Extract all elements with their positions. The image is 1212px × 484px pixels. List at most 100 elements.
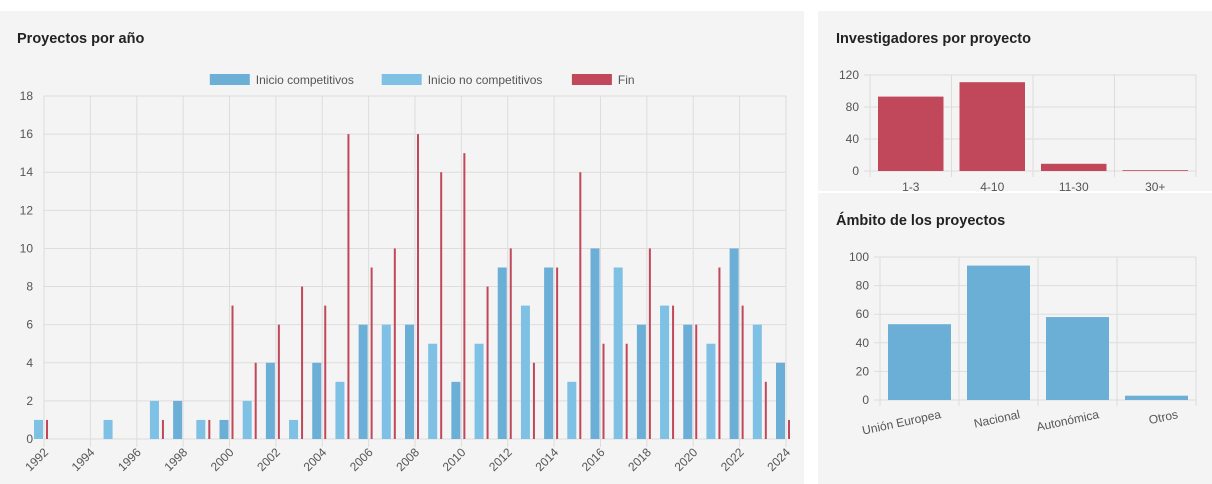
y-tick-label: 20 [856,364,870,378]
bar-inicio-no-competitivos-2019 [660,305,670,439]
bar-inicio-no-competitivos-2009 [428,343,438,439]
x-tick-label: 1998 [161,445,190,474]
x-tick-label: 2002 [254,445,283,474]
bar-inicio-competitivos-2012 [497,267,507,439]
bar-fin-2001 [254,362,257,439]
y-tick-label: 0 [862,393,869,407]
bar-nacional [967,265,1030,400]
bar-inicio-no-competitivos-2007 [381,324,391,439]
bar-fin-2011 [486,286,489,439]
bar-fin-2024 [788,419,790,439]
legend-swatch-fin [571,74,612,85]
bar-fin-2022 [741,305,744,439]
bar-fin-2018 [648,248,651,439]
legend-label-inicio-competitivos: Inicio competitivos [256,73,354,87]
y-tick-label: 10 [20,241,34,255]
x-tick-label: Autonómica [1035,407,1100,434]
bar-inicio-no-competitivos-2003 [289,419,299,439]
bar-inicio-competitivos-1998 [173,400,183,439]
x-tick-label: 1996 [115,445,144,474]
x-tick-label: 2024 [764,445,793,474]
bar-inicio-competitivos-2004 [312,362,322,439]
bar-inicio-no-competitivos-2015 [567,381,577,439]
bar-autonomica [1046,317,1109,400]
x-tick-label: 1-3 [902,180,920,191]
bar-inicio-competitivos-2018 [636,324,646,439]
y-tick-label: 0 [852,164,859,178]
x-tick-label: Nacional [973,407,1022,430]
bar-inicio-no-competitivos-1992 [34,419,43,439]
x-tick-label: 2016 [579,445,608,474]
bar-inicio-competitivos-2006 [358,324,368,439]
bar-otros [1125,395,1188,400]
bar-fin-1992 [46,419,48,439]
x-tick-label: 2004 [301,445,330,474]
bar-11-30 [1041,163,1107,171]
bar-fin-2003 [301,286,304,439]
project-scope-title: Ámbito de los proyectos [836,213,1006,229]
legend-label-inicio-no-competitivos: Inicio no competitivos [428,73,543,87]
bar-inicio-competitivos-2024 [776,362,785,439]
bar-fin-2000 [231,305,234,439]
x-tick-label: 2006 [347,445,376,474]
y-tick-label: 80 [846,100,860,114]
bar-fin-2023 [764,381,767,439]
bar-inicio-no-competitivos-1999 [196,419,206,439]
bar-inicio-no-competitivos-2001 [242,400,252,439]
investigators-per-project-title: Investigadores por proyecto [836,31,1031,47]
bar-fin-2007 [393,248,396,439]
x-tick-label: Unión Europea [861,407,943,437]
projects-per-year-title: Proyectos por año [17,31,145,47]
x-tick-label: 30+ [1145,180,1165,191]
y-tick-label: 14 [20,165,34,179]
y-tick-label: 18 [20,89,34,103]
bar-fin-2005 [347,134,350,439]
y-tick-label: 80 [856,279,870,293]
bar-inicio-competitivos-2022 [729,248,739,439]
project-scope-chart: 0 20 40 60 80 100 Unión Europea Nacional Autonóm… [849,250,1197,438]
bar-inicio-competitivos-2020 [683,324,693,439]
y-tick-label: 40 [856,336,870,350]
bar-fin-2012 [509,248,512,439]
legend-label-fin: Fin [618,73,635,87]
bar-1-3 [878,96,944,171]
y-tick-label: 6 [26,318,33,332]
x-tick-label: 1994 [69,445,98,474]
bar-inicio-no-competitivos-2021 [706,343,716,439]
bar-inicio-no-competitivos-1997 [149,400,159,439]
bar-inicio-competitivos-2008 [405,324,414,439]
bar-fin-2015 [579,172,582,439]
bar-fin-2010 [463,153,466,439]
y-tick-label: 120 [839,68,859,82]
x-tick-label: 2000 [208,445,237,474]
x-tick-label: 2014 [532,445,561,474]
bar-fin-2008 [417,134,419,439]
x-tick-label: 1992 [22,445,51,474]
bar-fin-2009 [440,172,443,439]
bar-inicio-no-competitivos-2011 [474,343,484,439]
bar-30 [1122,170,1188,171]
y-tick-label: 40 [846,132,860,146]
investigators-per-project-panel: Investigadores por proyecto 0 40 80 120 1-3 4… [818,11,1212,191]
bar-fin-2020 [695,324,698,439]
bar-inicio-competitivos-2002 [265,362,275,439]
y-tick-label: 2 [26,394,33,408]
bar-union-europea [888,324,951,400]
y-tick-label: 4 [26,356,33,370]
y-tick-label: 100 [849,250,869,264]
bar-inicio-competitivos-2016 [590,248,600,439]
x-tick-label: 4-10 [980,180,1004,191]
y-tick-label: 60 [856,307,870,321]
bar-fin-2004 [324,305,327,439]
bar-fin-2019 [672,305,675,439]
bar-inicio-competitivos-2000 [219,419,229,439]
legend-swatch-inicio-no-competitivos [381,74,422,85]
bar-fin-2017 [625,343,628,439]
project-scope-panel: Ámbito de los proyectos 0 20 40 60 80 100 Unió… [818,193,1212,484]
bar-fin-2016 [602,343,605,439]
x-tick-label: 2010 [440,445,469,474]
bar-4-10 [959,82,1025,171]
bar-inicio-competitivos-2014 [544,267,554,439]
x-tick-label: 2012 [486,445,515,474]
bar-fin-1999 [208,419,211,439]
